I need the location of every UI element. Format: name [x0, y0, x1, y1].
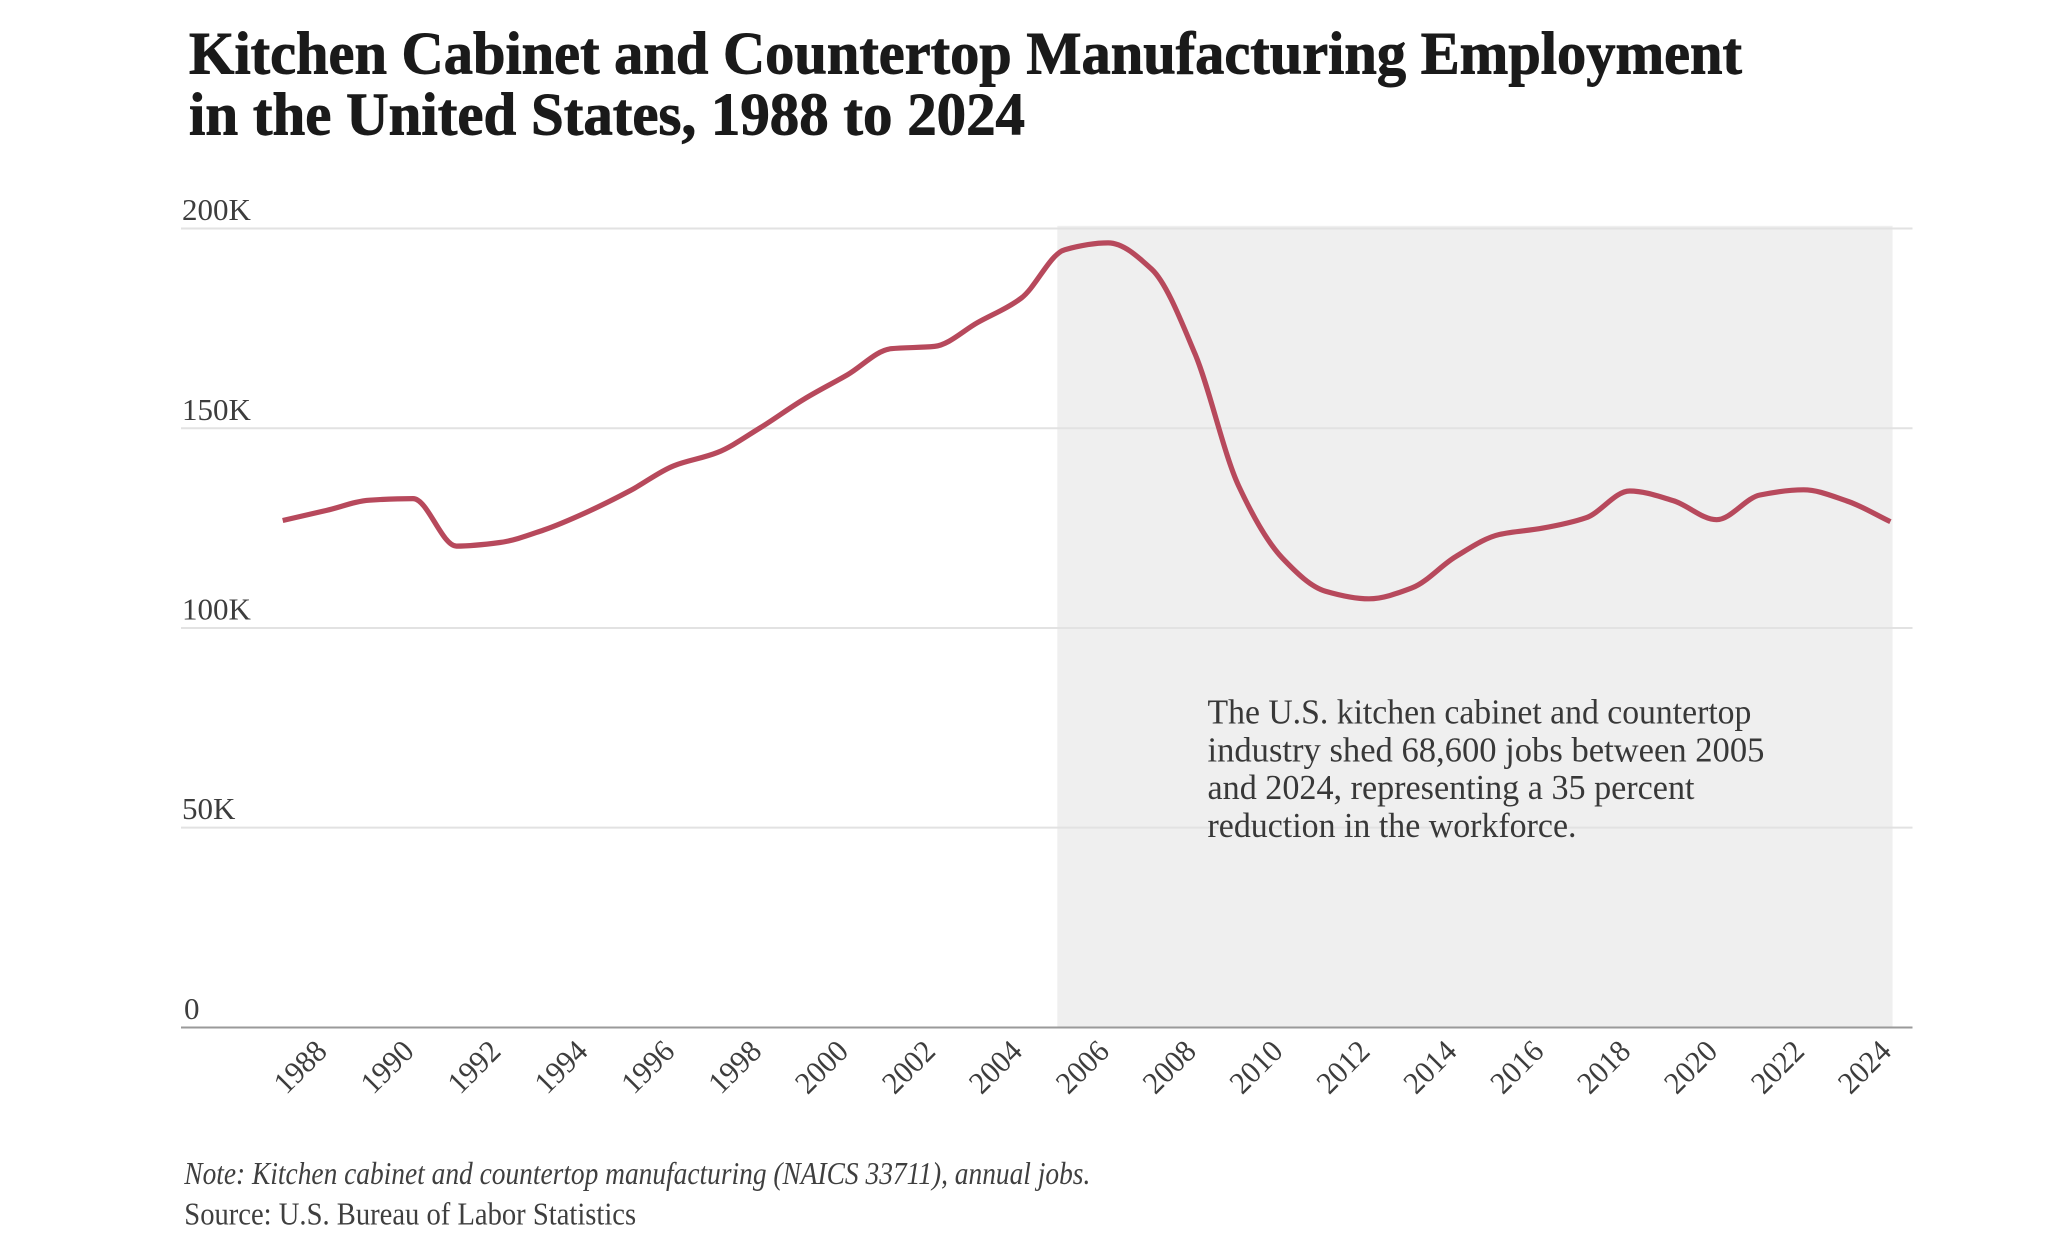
svg-text:200K: 200K — [182, 192, 252, 227]
svg-text:in the United States, 1988 to: in the United States, 1988 to 2024 — [189, 82, 1025, 148]
svg-text:and 2024, representing a 35 pe: and 2024, representing a 35 percent — [1208, 769, 1695, 807]
svg-text:reduction in the workforce.: reduction in the workforce. — [1208, 807, 1577, 845]
svg-text:50K: 50K — [182, 791, 236, 826]
svg-text:Note: Kitchen cabinet and coun: Note: Kitchen cabinet and countertop man… — [183, 1155, 1090, 1191]
svg-text:100K: 100K — [182, 592, 252, 627]
svg-text:0: 0 — [184, 991, 200, 1026]
svg-text:150K: 150K — [182, 392, 252, 427]
svg-text:Source: U.S. Bureau of Labor S: Source: U.S. Bureau of Labor Statistics — [184, 1196, 636, 1232]
svg-text:The U.S. kitchen cabinet and c: The U.S. kitchen cabinet and countertop — [1208, 694, 1752, 732]
svg-text:Kitchen Cabinet and Countertop: Kitchen Cabinet and Countertop Manufactu… — [189, 21, 1742, 87]
svg-text:industry shed 68,600 jobs betw: industry shed 68,600 jobs between 2005 — [1208, 731, 1765, 769]
